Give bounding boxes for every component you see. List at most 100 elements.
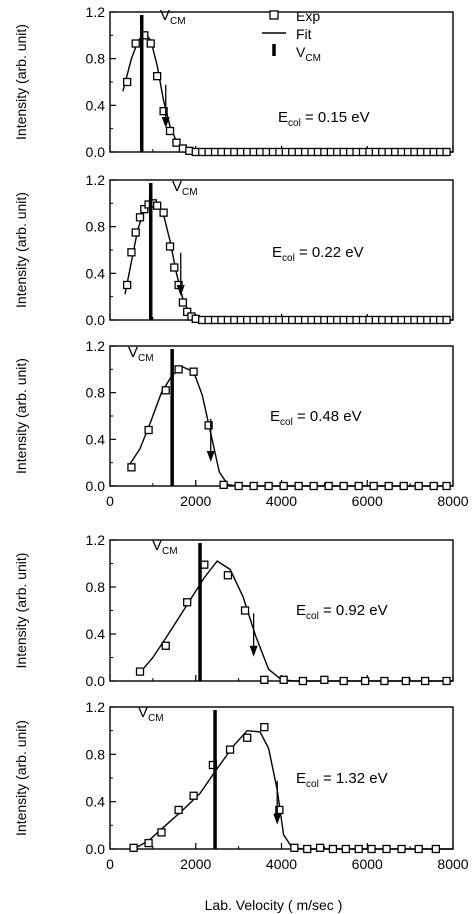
exp-point <box>367 844 376 854</box>
exp-point <box>249 481 258 491</box>
exp-point <box>275 805 284 815</box>
exp-point <box>153 72 162 81</box>
y-tick-label: 0.4 <box>86 794 106 810</box>
cutoff-arrow-head <box>206 451 215 462</box>
y-tick-label: 0.8 <box>86 579 106 595</box>
exp-point <box>131 228 140 237</box>
exp-point <box>165 126 175 136</box>
y-tick-label: 0.8 <box>86 385 106 401</box>
exp-point <box>127 248 136 257</box>
vcm-label: VCM <box>172 178 198 198</box>
fit-line <box>137 560 453 682</box>
exp-point <box>339 676 348 686</box>
plot-frame <box>109 539 454 682</box>
y-tick-label: 1.2 <box>86 699 106 715</box>
exp-point <box>397 844 406 854</box>
exp-point <box>431 844 441 854</box>
energy-label: Ecol = 0.22 eV <box>272 244 364 264</box>
y-tick-label: 0.0 <box>86 478 106 494</box>
x-tick-label: 6000 <box>352 493 383 509</box>
exp-point <box>339 481 348 491</box>
exp-point <box>129 843 138 852</box>
y-tick-label: 0.0 <box>86 841 106 857</box>
y-tick-label: 0.4 <box>86 97 106 113</box>
exp-point <box>123 77 132 87</box>
exp-point <box>219 480 228 489</box>
legend-label: VCM <box>296 44 321 64</box>
y-tick-label: 0.0 <box>86 673 106 689</box>
legend-label: Exp <box>296 8 320 24</box>
exp-point <box>159 208 168 217</box>
exp-point <box>172 138 181 147</box>
x-tick-label: 8000 <box>437 493 468 509</box>
y-tick-label: 0.4 <box>86 431 106 447</box>
exp-point <box>140 205 149 214</box>
exp-point <box>303 844 312 854</box>
x-tick-label: 6000 <box>352 856 383 872</box>
exp-point <box>360 676 370 686</box>
energy-label: Ecol = 0.48 eV <box>270 408 362 428</box>
y-axis-title: Intensity (arb. unit) <box>13 24 29 140</box>
exp-point <box>290 843 299 852</box>
exp-point <box>153 201 162 210</box>
panel-5: 0.0 0.4 0.8 1.2 0 2000 4000 6000 8000 Intensity (… <box>13 699 469 913</box>
exp-point <box>183 307 192 316</box>
y-axis-title: Intensity (arb. unit) <box>13 720 29 836</box>
exp-point <box>324 481 333 491</box>
exp-point <box>380 676 389 686</box>
y-axis-title: Intensity (arb. unit) <box>13 358 29 474</box>
exp-point <box>401 676 410 686</box>
exp-point <box>354 844 363 854</box>
exp-point <box>264 481 273 491</box>
x-tick-label: 2000 <box>180 856 211 872</box>
plot-frame <box>109 345 454 487</box>
y-tick-label: 1.2 <box>86 172 106 188</box>
x-axis-title: Lab. Velocity ( m/sec ) <box>205 897 343 913</box>
exp-point <box>223 571 233 580</box>
exp-point <box>399 481 408 491</box>
exp-point <box>354 481 363 491</box>
exp-point <box>135 667 145 676</box>
cutoff-arrow-head <box>161 117 170 128</box>
exp-point <box>315 843 325 852</box>
plot-frame <box>109 706 454 850</box>
exp-point <box>420 676 430 686</box>
exp-point <box>131 39 140 48</box>
exp-point <box>294 481 303 491</box>
x-tick-label: 4000 <box>266 856 297 872</box>
exp-point <box>144 838 153 848</box>
exp-point <box>369 481 378 491</box>
y-tick-label: 0.4 <box>86 626 106 642</box>
y-tick-label: 0.0 <box>86 144 106 160</box>
exp-point <box>234 481 243 491</box>
exp-point <box>170 263 179 272</box>
vcm-label: VCM <box>128 344 154 364</box>
x-tick-label: 4000 <box>266 493 297 509</box>
panel-2: 0.0 0.4 0.8 1.2 Intensity (arb. unit) VCM Ecol… <box>13 172 454 328</box>
exp-point <box>161 386 170 395</box>
exp-point <box>320 675 329 684</box>
legend-label: Fit <box>296 26 312 42</box>
exp-point <box>384 481 393 491</box>
exp-point <box>243 733 252 742</box>
exp-point <box>260 675 269 684</box>
y-tick-label: 1.2 <box>86 4 106 20</box>
exp-point <box>414 844 423 854</box>
exp-point <box>178 298 188 307</box>
y-tick-label: 1.2 <box>86 338 106 354</box>
y-tick-label: 0.8 <box>86 746 106 762</box>
exp-point <box>279 481 288 491</box>
exp-point <box>298 676 308 686</box>
panel-3: 0.0 0.4 0.8 1.2 0 2000 4000 6000 8000 Intensity (… <box>13 338 469 509</box>
y-tick-label: 0.0 <box>86 312 106 328</box>
vcm-label: VCM <box>152 537 178 557</box>
exp-point <box>135 213 145 222</box>
cutoff-arrow-head <box>273 813 282 825</box>
cutoff-arrow-head <box>249 645 258 657</box>
exp-point <box>204 421 213 430</box>
legend-square-marker <box>269 10 279 20</box>
exp-point <box>382 844 391 854</box>
exp-point <box>165 242 175 251</box>
exp-point <box>442 315 451 325</box>
